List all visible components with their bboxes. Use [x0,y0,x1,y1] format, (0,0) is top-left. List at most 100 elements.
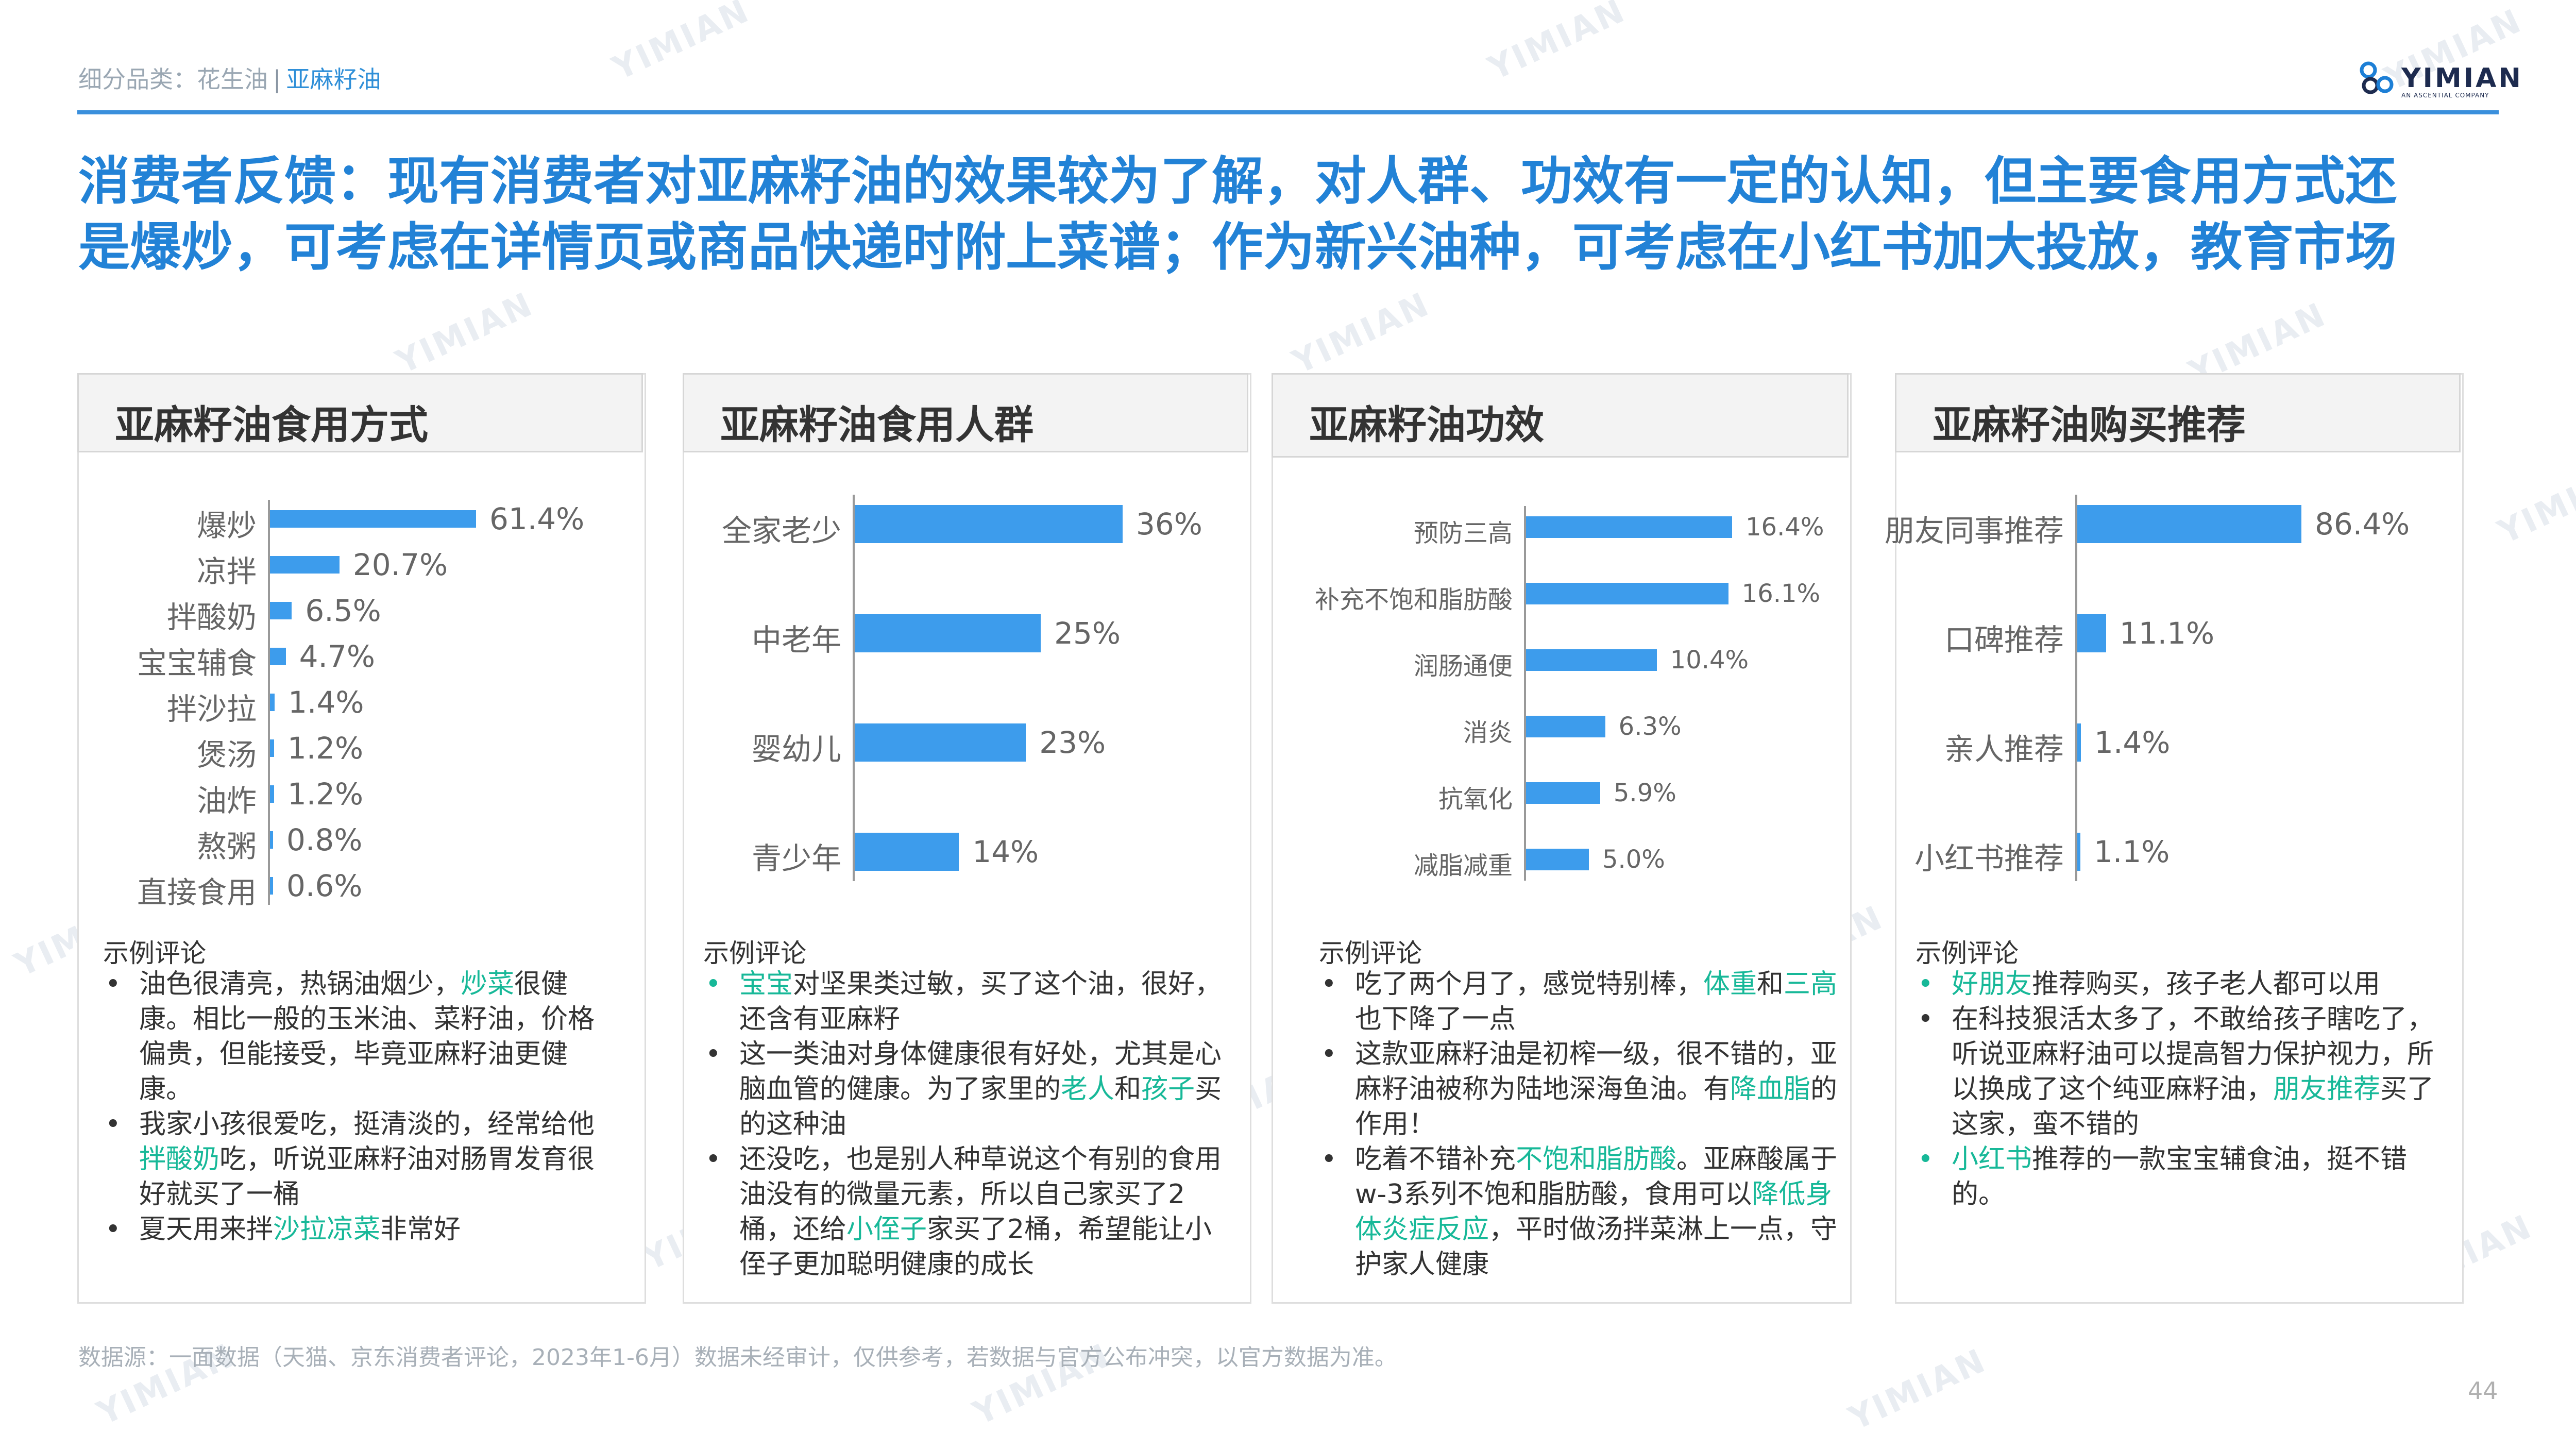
comments-title-audience: 示例评论 [703,938,806,968]
category-label: 油炸 [196,783,257,818]
bar [1526,716,1605,737]
data-label: 11.1% [2119,616,2215,651]
data-label: 61.4% [489,501,585,536]
comments-title-usage: 示例评论 [103,938,206,968]
comments-title-efficacy: 示例评论 [1319,938,1422,968]
category-label: 宝宝辅食 [137,646,257,681]
chart-recommendation: 朋友同事推荐 86.4% 口碑推荐 11.1% 亲人推荐 1.4% 小红书推荐 1.1% [1885,479,2461,912]
bar [855,614,1041,652]
panel-audience-title: 亚麻籽油食用人群 [720,402,1033,448]
data-label: 23% [1039,725,1106,760]
watermark-logo: YIMIAN [390,285,540,382]
bar [270,648,286,665]
bar [855,723,1026,762]
data-label: 1.1% [2094,834,2170,869]
bar [1526,583,1728,604]
data-label: 16.4% [1745,513,1824,542]
watermark-logo: YIMIAN [1286,285,1436,382]
bar [1526,516,1732,538]
bar [270,510,476,528]
data-label: 6.3% [1618,712,1682,741]
chart-axis-line [2075,495,2077,881]
panel-recommendation-header: 亚麻籽油购买推荐 [1895,373,2461,452]
bar [2077,614,2106,652]
category-label: 拌沙拉 [166,692,257,727]
category-label: 预防三高 [1413,519,1513,548]
breadcrumb: 细分品类：花生油 | 亚麻籽油 [78,61,381,95]
category-label: 婴幼儿 [751,732,841,767]
data-label: 4.7% [299,639,375,674]
watermark-logo: YIMIAN [2492,455,2576,552]
comments-audience: 宝宝对坚果类过敏，买了这个油，很好，还含有亚麻籽 这一类油对身体健康很有好处，尤… [703,967,1229,1282]
bar [2077,505,2301,543]
category-label: 青少年 [751,841,841,876]
brand-logo: YIMIAN AN ASCENTIAL COMPANY [2357,58,2523,99]
comment-item: 好朋友推荐购买，孩子老人都可以用 [1916,967,2441,1002]
bar [2077,723,2081,762]
chart-axis-line [853,495,855,881]
page-title-line-2: 是爆炒，可考虑在详情页或商品快递时附上菜谱；作为新兴油种，可考虑在小红书加大投放… [78,217,2397,277]
chart-efficacy: 预防三高 16.4% 补充不饱和脂肪酸 16.1% 润肠通便 10.4% 消炎 6.3% 抗氧化… [1272,479,1849,912]
data-label: 36% [1136,507,1202,542]
data-source-note: 数据源：一面数据（天猫、京东消费者评论，2023年1-6月）数据未经审计，仅供参… [78,1344,1397,1371]
category-label: 小红书推荐 [1914,841,2064,876]
bar [270,694,275,711]
category-label: 减脂减重 [1413,851,1513,880]
bar [2077,833,2080,871]
category-label: 全家老少 [721,513,841,548]
logo-icon [2360,61,2394,94]
panel-efficacy-header: 亚麻籽油功效 [1272,373,1849,458]
category-label: 熬粥 [196,829,257,864]
comment-item: 这一类油对身体健康很有好处，尤其是心脑血管的健康。为了家里的老人和孩子买的这种油 [703,1037,1229,1142]
category-label: 补充不饱和脂肪酸 [1314,585,1513,614]
logo-text: YIMIAN [2401,63,2523,94]
bar [1526,649,1657,671]
breadcrumb-current: 亚麻籽油 [286,65,381,93]
bar [270,556,340,574]
data-label: 1.2% [287,777,364,812]
category-label: 拌酸奶 [166,600,257,635]
comment-item: 油色很清亮，热锅油烟少，炒菜很健康。相比一般的玉米油、菜籽油，价格偏贵，但能接受… [103,967,618,1107]
panel-efficacy-title: 亚麻籽油功效 [1309,402,1544,448]
category-label: 亲人推荐 [1944,732,2064,767]
logo-subtext: AN ASCENTIAL COMPANY [2401,92,2489,99]
comment-item: 我家小孩很爱吃，挺清淡的，经常给他拌酸奶吃，听说亚麻籽油对肠胃发育很好就买了一桶 [103,1107,618,1212]
comments-usage: 油色很清亮，热锅油烟少，炒菜很健康。相比一般的玉米油、菜籽油，价格偏贵，但能接受… [103,967,618,1247]
data-label: 0.8% [286,822,363,857]
breadcrumb-parent: 细分品类：花生油 [78,65,268,93]
data-label: 86.4% [2315,507,2410,542]
chart-audience: 全家老少 36% 中老年 25% 婴幼儿 23% 青少年 14% [683,479,1248,912]
data-label: 20.7% [352,547,448,582]
page-title: 消费者反馈：现有消费者对亚麻籽油的效果较为了解，对人群、功效有一定的认知，但主要… [78,148,2500,280]
comment-item: 吃了两个月了，感觉特别棒，体重和三高也下降了一点 [1319,967,1839,1037]
page-number: 44 [2468,1377,2498,1405]
bar [270,602,292,619]
category-label: 朋友同事推荐 [1884,513,2064,548]
bar [270,739,274,757]
category-label: 爆炒 [196,508,257,543]
page-title-line-1: 消费者反馈：现有消费者对亚麻籽油的效果较为了解，对人群、功效有一定的认知，但主要… [78,151,2397,211]
comments-recommendation: 好朋友推荐购买，孩子老人都可以用 在科技狠活太多了，不敢给孩子瞎吃了，听说亚麻籽… [1916,967,2441,1212]
data-label: 5.9% [1613,779,1676,807]
comments-efficacy: 吃了两个月了，感觉特别棒，体重和三高也下降了一点 这款亚麻籽油是初榨一级，很不错… [1319,967,1839,1282]
category-label: 抗氧化 [1438,785,1513,814]
comment-item: 在科技狠活太多了，不敢给孩子瞎吃了，听说亚麻籽油可以提高智力保护视力，所以换成了… [1916,1002,2441,1142]
bar [270,785,274,803]
comment-item: 宝宝对坚果类过敏，买了这个油，很好，还含有亚麻籽 [703,967,1229,1037]
category-label: 中老年 [751,622,841,658]
comment-item: 夏天用来拌沙拉凉菜非常好 [103,1212,618,1247]
comment-item: 吃着不错补充不饱和脂肪酸。亚麻酸属于w-3系列不饱和脂肪酸，食用可以降低身体炎症… [1319,1142,1839,1282]
panel-usage-title: 亚麻籽油食用方式 [115,402,428,448]
header-divider [77,110,2499,114]
data-label: 25% [1054,616,1121,651]
category-label: 润肠通便 [1413,652,1513,681]
category-label: 煲汤 [196,737,257,772]
bar [270,877,273,895]
data-label: 5.0% [1602,845,1665,874]
bar [855,505,1123,543]
breadcrumb-separator: | [273,65,281,93]
watermark-logo: YIMIAN [1843,1341,1993,1438]
data-label: 1.4% [2094,725,2171,760]
comment-item: 这款亚麻籽油是初榨一级，很不错的，亚麻籽油被称为陆地深海鱼油。有降血脂的作用！ [1319,1037,1839,1142]
chart-usage: 爆炒 61.4% 凉拌 20.7% 拌酸奶 6.5% 宝宝辅食 4.7% 拌沙拉 1.4% 煲汤 1.… [77,479,643,912]
